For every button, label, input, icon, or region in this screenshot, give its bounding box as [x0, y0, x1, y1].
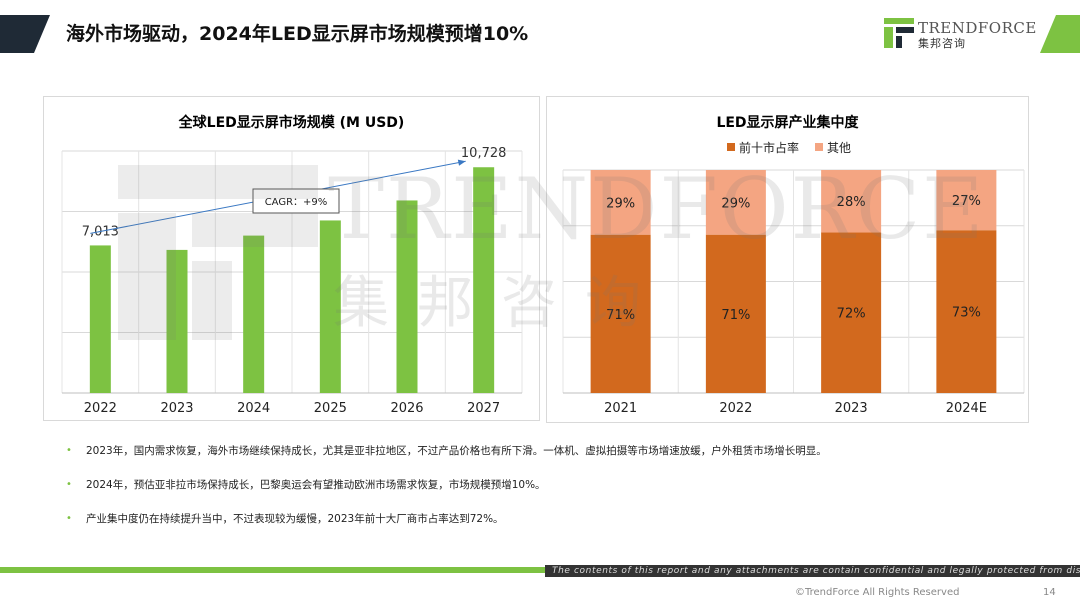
data-label-2023-0: 72%: [837, 307, 866, 322]
bar-2022: [89, 245, 111, 393]
x-tick-label-2024: 2024: [237, 401, 270, 416]
bullet-text: 2023年，国内需求恢复，海外市场继续保持成长，尤其是亚非拉地区，不过产品价格也…: [86, 445, 827, 457]
x-tick-label-2023: 2023: [160, 401, 193, 416]
data-label-2022-0: 71%: [721, 308, 750, 323]
bar-2025: [319, 220, 341, 393]
bullet-dot-icon: •: [66, 513, 72, 524]
bullet-item: • 2024年，预估亚非拉市场保持成长，巴黎奥运会有望推动欧洲市场需求恢复，市场规…: [64, 477, 1024, 511]
bar-segment-2023-0: [821, 232, 882, 393]
x-tick-label-2022: 2022: [719, 401, 752, 416]
bar-2027: [473, 167, 495, 393]
logo-sub: 集邦咨询: [918, 37, 966, 50]
bar-2026: [396, 200, 418, 393]
logo-name: TRENDFORCE: [918, 19, 1037, 37]
data-label-2024E-1: 27%: [952, 194, 981, 209]
x-tick-label-2023: 2023: [835, 401, 868, 416]
x-tick-label-2021: 2021: [604, 401, 637, 416]
footer-bar: [0, 567, 1080, 573]
bar-segment-2024E-0: [936, 230, 997, 393]
concentration-chart: 前十市占率 其他 71% 29% 2021 71% 29% 2022 72% 28% 2023 73%…: [562, 140, 1025, 416]
copyright: ©TrendForce All Rights Reserved: [795, 587, 960, 598]
footer-disclaimer: The contents of this report and any atta…: [552, 566, 1080, 576]
page-number: 14: [1043, 587, 1056, 598]
bar-segment-2021-0: [590, 234, 651, 393]
legend-swatch-1: [815, 143, 823, 151]
bullet-list: • 2023年，国内需求恢复，海外市场继续保持成长，尤其是亚非拉地区，不过产品价格…: [64, 443, 1024, 545]
cagr-box: [252, 188, 340, 214]
market-size-chart-title: 全球LED显示屏市场规模 (M USD): [178, 115, 405, 131]
data-label-2021-0: 71%: [606, 308, 635, 323]
bar-segment-2022-0: [705, 234, 766, 393]
bullet-text: 2024年，预估亚非拉市场保持成长，巴黎奥运会有望推动欧洲市场需求恢复，市场规模…: [86, 479, 546, 491]
x-tick-label-2022: 2022: [84, 401, 117, 416]
legend-label-1: 其他: [827, 141, 851, 155]
cagr-label: CAGR：+9%: [265, 197, 328, 208]
market-size-grid: [61, 150, 523, 394]
corner-decoration-right: [1040, 15, 1080, 53]
corner-decoration-left: [0, 15, 50, 53]
x-tick-label-2025: 2025: [314, 401, 347, 416]
bullet-text: 产业集中度仍在持续提升当中，不过表现较为缓慢，2023年前十大厂商市占率达到72…: [86, 513, 504, 525]
bullet-item: • 2023年，国内需求恢复，海外市场继续保持成长，尤其是亚非拉地区，不过产品价格…: [64, 443, 1024, 477]
legend-label-0: 前十市占率: [739, 140, 799, 155]
footer-disclaimer-bar: [545, 565, 1080, 577]
market-size-chart-panel: 全球LED显示屏市场规模 (M USD) 2022 7,013 2023 2024 20…: [43, 96, 540, 421]
concentration-chart-panel: LED显示屏产业集中度 前十市占率 其他 71% 29% 2021 71% 29% 2022 7…: [546, 96, 1029, 423]
x-tick-label-2026: 2026: [390, 401, 423, 416]
bar-segment-2024E-1: [936, 170, 997, 231]
x-tick-label-2024E: 2024E: [946, 401, 987, 416]
legend-swatch-0: [727, 143, 735, 151]
bar-2023: [166, 249, 188, 393]
trend-arrow-head: [457, 159, 466, 166]
data-label-2022-1: 29%: [721, 196, 750, 211]
data-label-2027: 10,728: [461, 146, 507, 161]
bullet-item: • 产业集中度仍在持续提升当中，不过表现较为缓慢，2023年前十大厂商市占率达到7…: [64, 511, 1024, 545]
trendforce-logo-icon: [884, 18, 914, 48]
bar-segment-2022-1: [705, 170, 766, 235]
x-tick-label-2027: 2027: [467, 401, 500, 416]
bullet-dot-icon: •: [66, 479, 72, 490]
bar-segment-2023-1: [821, 170, 882, 233]
data-label-2023-1: 28%: [837, 195, 866, 210]
bar-segment-2021-1: [590, 170, 651, 235]
data-label-2021-1: 29%: [606, 196, 635, 211]
trendforce-logo: TRENDFORCE 集邦咨询: [884, 18, 1036, 50]
legend: 前十市占率 其他: [727, 140, 851, 155]
bar-2024: [243, 235, 265, 393]
data-label-2024E-0: 73%: [952, 306, 981, 321]
bullet-dot-icon: •: [66, 445, 72, 456]
slide-title: 海外市场驱动，2024年LED显示屏市场规模预增10%: [66, 23, 529, 45]
concentration-chart-title: LED显示屏产业集中度: [716, 115, 859, 131]
